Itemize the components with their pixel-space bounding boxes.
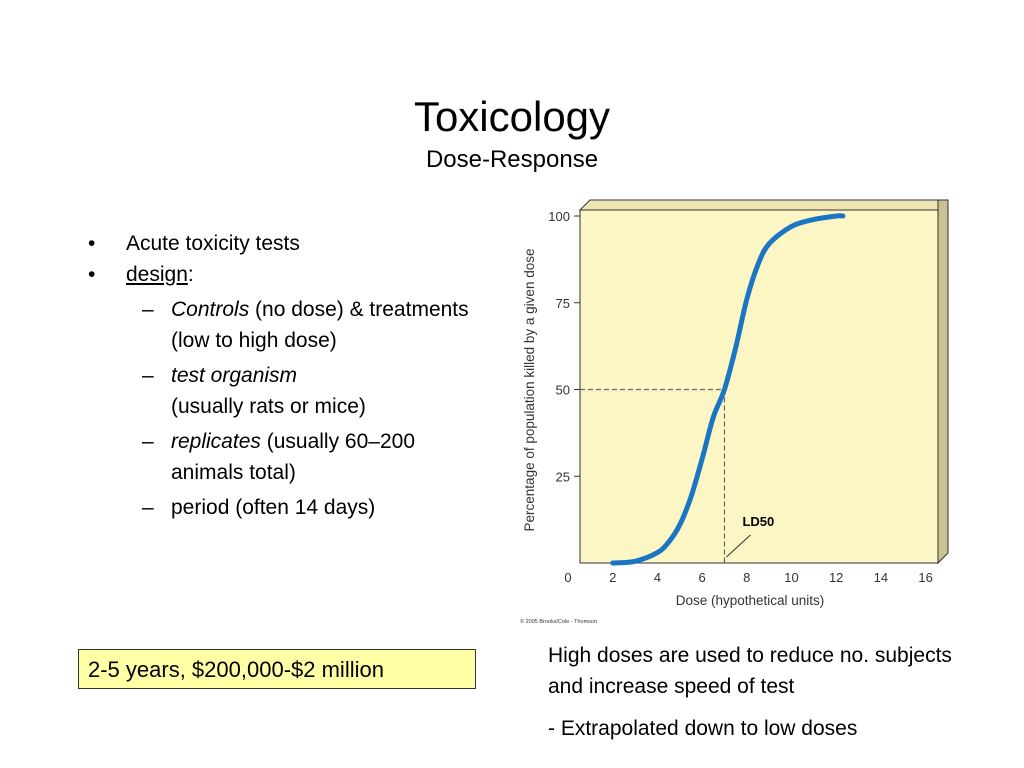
bullet-text: Acute toxicity tests	[126, 232, 300, 255]
x-tick-label: 6	[698, 570, 705, 585]
slide-title: Toxicology	[413, 93, 611, 140]
dose-response-curve	[610, 213, 846, 566]
bullet-acute-toxicity: • Acute toxicity tests	[88, 228, 488, 259]
copyright-credit: © 2005 Brooks/Cole - Thomson	[520, 618, 597, 625]
dash-icon: –	[142, 430, 154, 453]
sub-bullet-italic: Controls	[171, 298, 250, 321]
dash-icon: –	[142, 496, 154, 519]
note-line-2: - Extrapolated down to low doses	[548, 717, 858, 740]
dose-response-chart: 25 50 75 100 0 2 4 6 8 10 12 14 16 LD50 Dose (hypot…	[520, 199, 950, 625]
sub-bullet-controls: – Controls (no dose) & treatments (low t…	[88, 294, 488, 356]
x-tick-label: 10	[784, 570, 798, 585]
sub-bullet-test-organism: – test organism (usually rats or mice)	[88, 360, 488, 422]
plot-side-face	[937, 199, 949, 565]
design-colon: :	[187, 263, 194, 286]
x-tick-label: 2	[609, 570, 616, 585]
design-label: design	[126, 263, 188, 286]
sub-bullet-replicates: – replicates (usually 60–200 animals tot…	[88, 426, 488, 488]
sub-bullet-text: (no dose) & treatments (low to high dose…	[171, 298, 469, 352]
cost-highlight-box: 2-5 years, $200,000-$2 million	[78, 649, 476, 689]
y-tick-label: 50	[556, 383, 570, 398]
sub-bullet-text: period (often 14 days)	[171, 496, 376, 519]
plot-area	[579, 209, 939, 564]
x-tick-label: 12	[829, 570, 843, 585]
sub-bullet-text: (usually rats or mice)	[171, 395, 366, 418]
x-axis-label: Dose (hypothetical units)	[676, 593, 825, 608]
dash-icon: –	[142, 364, 154, 387]
x-tick-label: 0	[564, 570, 571, 585]
x-tick-label: 8	[743, 570, 750, 585]
ld50-guides	[580, 388, 726, 563]
bullet-design: • design:	[88, 259, 488, 290]
ld50-leader-line	[726, 534, 751, 558]
y-tick-label: 75	[556, 296, 570, 311]
note-line-1: High doses are used to reduce no. subjec…	[548, 644, 952, 698]
slide-subtitle: Dose-Response	[425, 146, 599, 173]
y-axis: 25 50 75 100	[548, 209, 580, 484]
sub-bullet-italic: replicates	[171, 430, 261, 453]
x-axis: 0 2 4 6 8 10 12 14 16	[564, 570, 932, 585]
dash-icon: –	[142, 298, 154, 321]
notes-text: High doses are used to reduce no. subjec…	[548, 640, 978, 744]
plot-top-face	[578, 199, 950, 211]
bullet-list: • Acute toxicity tests • design: – Contr…	[88, 228, 488, 523]
sub-bullet-period: – period (often 14 days)	[88, 492, 488, 523]
bullet-dot-icon: •	[88, 232, 96, 255]
y-tick-label: 25	[556, 469, 570, 484]
y-tick-label: 100	[548, 209, 570, 224]
bullet-dot-icon: •	[88, 263, 96, 286]
sub-bullet-italic: test organism	[171, 364, 298, 387]
ld50-label: LD50	[742, 514, 774, 529]
y-axis-label: Percentage of population killed by a giv…	[522, 249, 537, 532]
sub-bullet-text: (usually 60–200 animals total)	[171, 430, 415, 484]
x-tick-label: 16	[918, 570, 932, 585]
x-tick-label: 4	[654, 570, 661, 585]
x-tick-label: 14	[874, 570, 888, 585]
